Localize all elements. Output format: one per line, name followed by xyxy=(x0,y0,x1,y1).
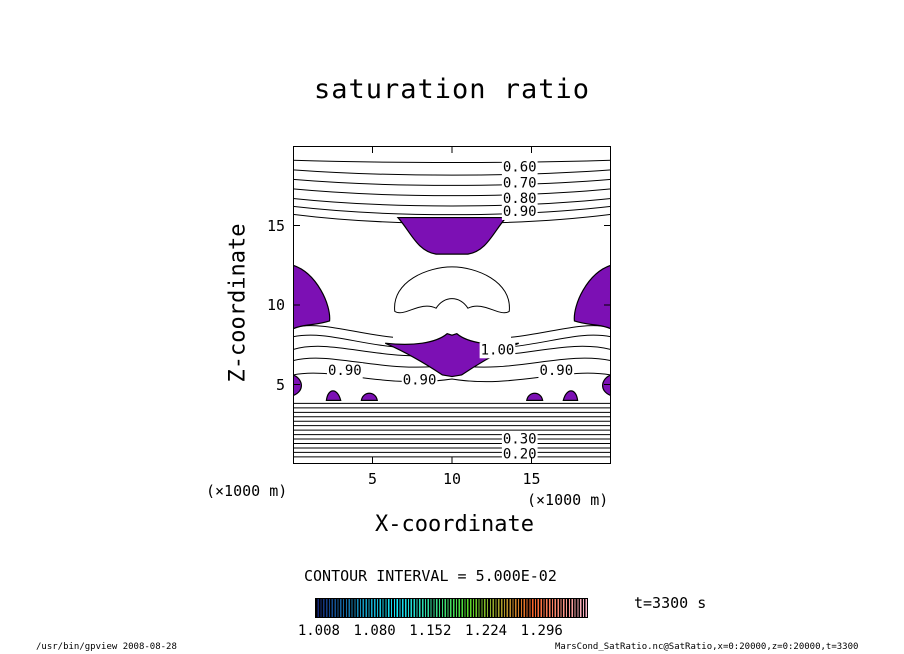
shaded-region-small-right2 xyxy=(526,392,544,401)
footer-program-date: /usr/bin/gpview 2008-08-28 xyxy=(36,642,177,652)
shaded-region-small-right xyxy=(562,390,579,401)
footer-dataset: MarsCond_SatRatio.nc@SatRatio,x=0:20000,… xyxy=(555,642,859,652)
y-tick-label: 15 xyxy=(266,216,285,235)
contour-label-lower: 0.30 xyxy=(503,431,537,447)
contour-label-upper: 0.90 xyxy=(503,204,537,220)
contour-label-background xyxy=(538,362,575,379)
contour-label-background xyxy=(326,362,363,379)
colorbar-tick-label: 1.080 xyxy=(353,623,396,639)
shaded-region-edge-right xyxy=(602,374,611,397)
contour-label-background xyxy=(479,342,516,359)
contour-label-background xyxy=(501,431,538,448)
contour-label-middle: 0.90 xyxy=(539,363,573,379)
x-axis-label: X-coordinate xyxy=(375,512,534,537)
shaded-region-right xyxy=(573,264,611,330)
x-unit-label-secondary: (×1000 m) xyxy=(527,491,609,509)
contour-line xyxy=(293,159,611,164)
contour-line xyxy=(293,334,611,348)
contour-label-upper: 0.70 xyxy=(503,175,537,191)
contour-line xyxy=(293,188,611,197)
contour-label-upper: 0.80 xyxy=(503,191,537,207)
contour-label-background xyxy=(501,191,538,208)
contour-interval-text: CONTOUR INTERVAL = 5.000E-02 xyxy=(304,567,557,585)
shaded-region-small-left xyxy=(325,390,342,401)
contour-lines-horizontal xyxy=(293,159,611,458)
shaded-region-small-left2 xyxy=(360,392,378,401)
plot-frame xyxy=(293,146,611,464)
shaded-region-edge-left xyxy=(293,374,302,397)
x-unit-label: (×1000 m) xyxy=(206,482,288,500)
contour-plot-area: 0.600.700.800.900.90 0.901.000.900.300.20 xyxy=(293,146,611,464)
x-tick-label: 10 xyxy=(442,470,462,488)
y-tick-label: 5 xyxy=(275,375,285,394)
colorbar-tick-label: 1.296 xyxy=(520,623,563,639)
contour-label-background xyxy=(401,372,438,389)
contour-label-middle: 0.90 xyxy=(328,363,362,379)
contour-features: 0.600.700.800.900.90 0.901.000.900.300.20 xyxy=(293,159,611,463)
colorbar-tick-label: 1.152 xyxy=(409,623,452,639)
time-label: t=3300 s xyxy=(634,594,707,612)
contour-label-middle: 0.90 xyxy=(403,373,437,389)
y-tick-label: 10 xyxy=(266,296,285,314)
contour-label-upper: 0.60 xyxy=(503,159,537,175)
contour-line xyxy=(293,205,611,216)
x-tick-label: 5 xyxy=(367,470,378,488)
shaded-region-left xyxy=(293,264,331,330)
contour-line xyxy=(293,169,611,176)
contour-label-background xyxy=(501,203,538,220)
contour-label-background xyxy=(501,159,538,176)
y-axis-label: Z-coordinate xyxy=(225,223,251,383)
contour-label-middle: 1.00 xyxy=(481,342,515,358)
contour-line xyxy=(293,178,611,186)
contour-label-background xyxy=(501,175,538,192)
contour-line xyxy=(293,197,611,207)
colorbar-tick-label: 1.008 xyxy=(297,623,340,639)
x-tick-label: 15 xyxy=(522,470,541,488)
colorbar-tick-label: 1.224 xyxy=(464,623,508,639)
contour-label-lower: 0.20 xyxy=(503,446,537,462)
shaded-region-top xyxy=(396,216,508,255)
chart-title: saturation ratio xyxy=(313,74,591,105)
contour-line-closed xyxy=(394,266,510,314)
colorbar xyxy=(315,598,588,618)
contour-label-background xyxy=(501,446,538,463)
